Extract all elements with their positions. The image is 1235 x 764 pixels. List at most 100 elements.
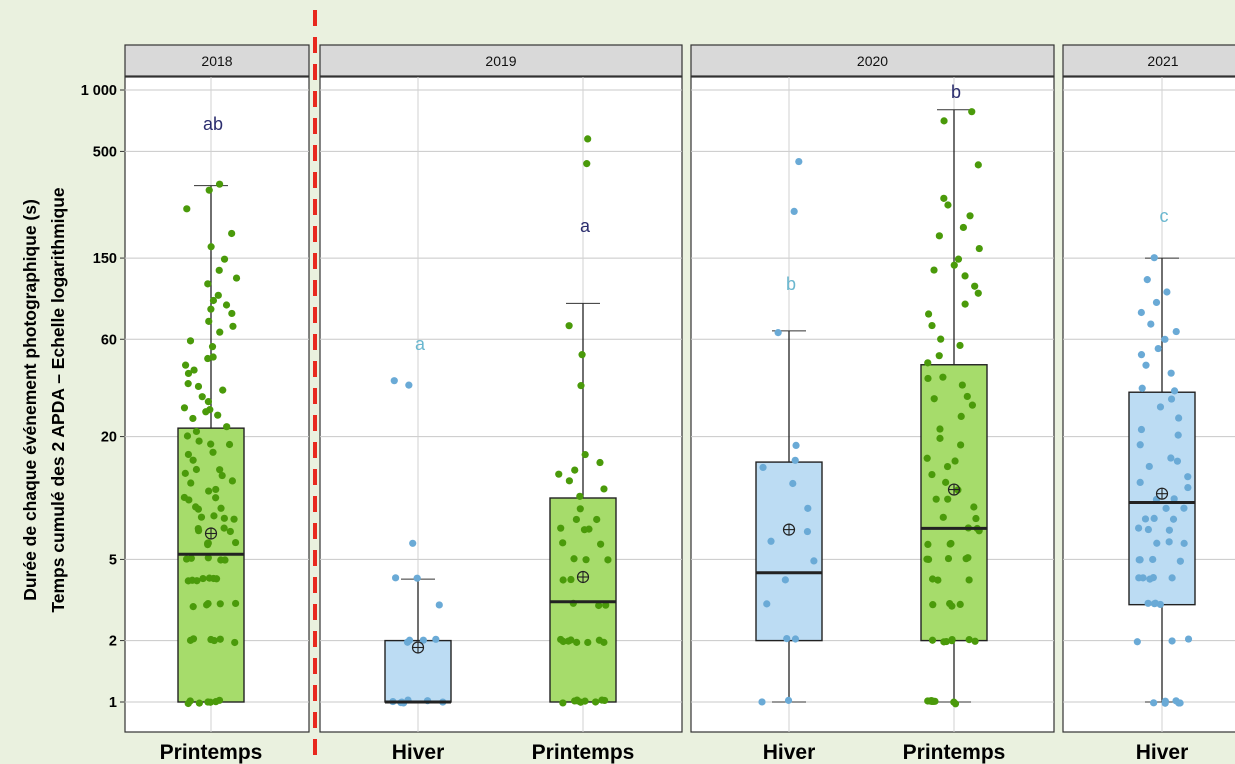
data-point [231, 538, 240, 547]
box-2018-printemps: ab Printemps [160, 77, 262, 764]
data-point [585, 525, 593, 533]
data-point [781, 576, 789, 584]
data-point [576, 492, 584, 500]
data-point [390, 377, 398, 385]
box-2021-hiver: c Hiver [1128, 77, 1196, 764]
data-point [228, 309, 236, 318]
data-point [204, 554, 212, 562]
data-point [959, 223, 967, 232]
data-point [956, 600, 964, 608]
x-category-label: Hiver [392, 741, 445, 764]
data-point [591, 698, 600, 706]
data-point [957, 412, 965, 421]
data-point [1137, 425, 1146, 434]
data-point [195, 437, 203, 445]
data-point [970, 503, 978, 511]
data-point [205, 487, 213, 495]
data-point [929, 601, 937, 609]
data-point [1170, 495, 1178, 503]
data-point [570, 555, 578, 563]
data-point [974, 161, 982, 169]
data-point [1176, 699, 1184, 707]
data-point [937, 335, 945, 343]
x-category-label: Printemps [903, 741, 1006, 764]
data-point [181, 469, 189, 477]
data-point [204, 599, 212, 608]
data-point [792, 441, 800, 450]
data-point [582, 556, 590, 564]
data-point [204, 398, 212, 406]
data-point [968, 108, 976, 116]
data-point [784, 696, 793, 704]
data-point [225, 440, 234, 449]
data-point [759, 463, 767, 472]
data-point [1174, 431, 1182, 439]
data-point [942, 637, 950, 646]
data-point [1147, 320, 1155, 328]
data-point [1180, 539, 1188, 547]
data-point [1150, 514, 1158, 523]
data-point [185, 496, 193, 504]
facet-panels: 2018 ab Printemps 2019 a Hiver a Printemps 2020 b… [124, 44, 1235, 764]
data-point [184, 369, 193, 378]
data-point [1143, 276, 1151, 284]
data-point [1145, 462, 1153, 471]
significance-letter: a [415, 334, 426, 354]
data-point [1168, 574, 1176, 582]
data-point [789, 479, 797, 488]
data-point [1168, 637, 1176, 645]
y-axis-title: Durée de chaque événement photographique… [20, 187, 68, 613]
data-point [184, 450, 193, 459]
data-point [763, 600, 771, 608]
data-point [929, 697, 937, 705]
data-point [206, 406, 214, 414]
data-point [198, 393, 206, 401]
data-point [194, 505, 203, 513]
data-point [209, 296, 218, 305]
data-point [928, 321, 936, 330]
data-point [187, 479, 195, 487]
data-point [1141, 515, 1150, 523]
panel-plot-area [690, 76, 1055, 733]
data-point [181, 361, 190, 369]
data-point [946, 540, 954, 548]
data-point [584, 638, 592, 647]
data-point [939, 373, 947, 381]
data-point [936, 425, 944, 433]
data-point [1176, 557, 1184, 565]
data-point [205, 574, 214, 582]
data-point [413, 574, 421, 582]
data-point [595, 601, 603, 610]
data-point [939, 513, 947, 521]
y-tick-label: 2 [109, 634, 117, 650]
data-point [767, 537, 775, 545]
data-point [208, 343, 217, 351]
data-point [220, 524, 228, 532]
data-point [971, 637, 979, 645]
data-point [209, 353, 217, 361]
data-point [205, 186, 213, 194]
data-point [581, 697, 589, 705]
data-point [405, 381, 413, 389]
data-point [559, 699, 567, 707]
panel-strip-label: 2020 [857, 53, 888, 69]
data-point [581, 450, 589, 459]
data-point [226, 527, 234, 536]
data-point [405, 636, 414, 644]
data-point [1154, 344, 1162, 353]
data-point [790, 207, 798, 215]
box-2019-hiver: a Hiver [384, 77, 452, 764]
data-point [217, 504, 225, 512]
data-point [216, 466, 224, 474]
data-point [975, 244, 983, 253]
data-point [214, 291, 222, 299]
data-point [1137, 351, 1146, 359]
panel-strip [690, 44, 1055, 77]
x-category-label: Hiver [1136, 741, 1189, 764]
data-point [565, 322, 573, 330]
data-point [940, 194, 948, 202]
data-point [573, 638, 581, 646]
box-2020-hiver: b Hiver [755, 77, 823, 764]
data-point [559, 576, 567, 584]
data-point [577, 382, 585, 390]
